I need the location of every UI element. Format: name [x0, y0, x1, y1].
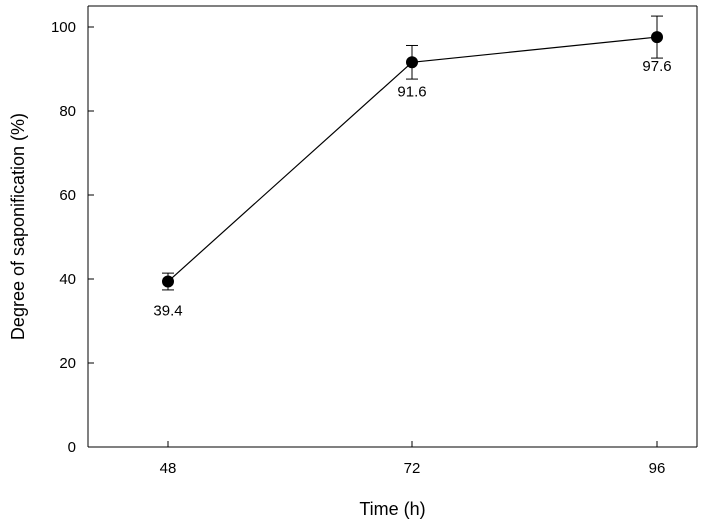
data-point — [406, 56, 418, 69]
x-ticks: 48 72 96 — [160, 441, 666, 477]
data-label: 39.4 — [153, 303, 182, 320]
y-ticks: 0 20 40 60 80 100 — [51, 19, 94, 456]
data-label: 97.6 — [642, 58, 671, 75]
y-tick-label: 60 — [59, 187, 76, 204]
x-tick-label: 96 — [649, 460, 666, 477]
x-tick-label: 72 — [404, 460, 421, 477]
data-label: 91.6 — [397, 83, 426, 100]
y-tick-label: 100 — [51, 19, 76, 36]
y-tick-label: 40 — [59, 271, 76, 288]
x-tick-label: 48 — [160, 460, 177, 477]
data-series: 39.4 91.6 97.6 — [153, 15, 672, 320]
y-tick-label: 20 — [59, 355, 76, 372]
data-point — [162, 275, 174, 288]
y-axis-label: Degree of saponification (%) — [8, 113, 28, 340]
y-tick-label: 0 — [68, 439, 76, 456]
y-tick-label: 80 — [59, 103, 76, 120]
plot-frame — [87, 5, 698, 448]
data-point — [651, 31, 663, 44]
x-axis-label: Time (h) — [359, 499, 425, 519]
